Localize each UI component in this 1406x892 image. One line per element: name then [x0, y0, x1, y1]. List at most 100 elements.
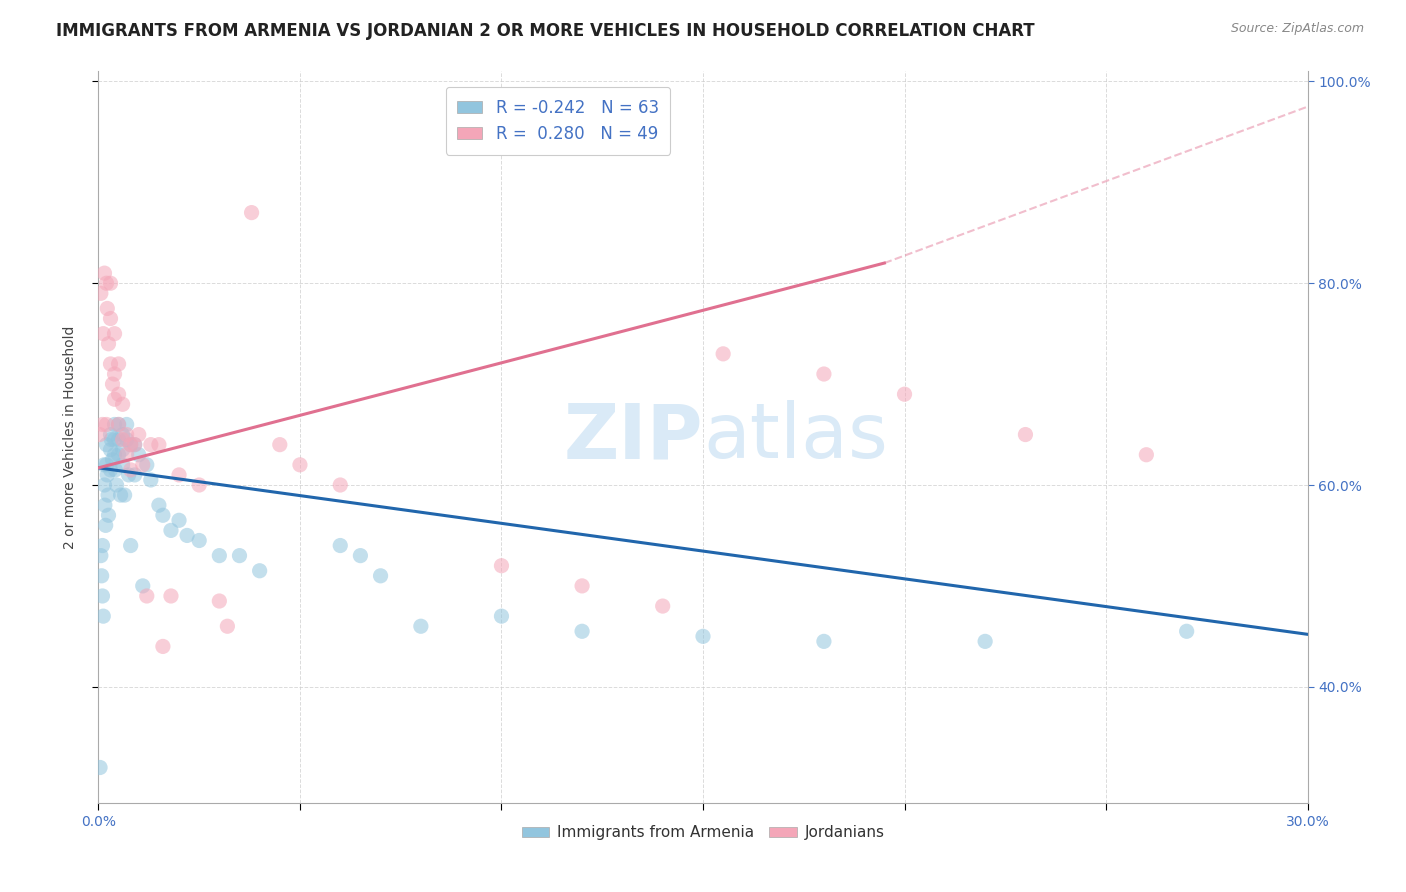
Point — [571, 579, 593, 593]
Point — [120, 437, 142, 451]
Point — [188, 533, 211, 548]
Point — [100, 463, 122, 477]
Y-axis label: 2 or more Vehicles in Household: 2 or more Vehicles in Household — [63, 326, 77, 549]
Point — [91, 539, 114, 553]
Point — [97, 336, 120, 351]
Point — [148, 437, 170, 451]
Point — [128, 448, 150, 462]
Point — [491, 609, 513, 624]
Point — [160, 524, 183, 538]
Point — [105, 478, 128, 492]
Point — [96, 301, 118, 316]
Point — [91, 326, 114, 341]
Point — [813, 367, 835, 381]
Point — [100, 277, 122, 291]
Point — [96, 437, 118, 451]
Point — [152, 508, 174, 523]
Point — [132, 458, 155, 472]
Point — [115, 448, 138, 462]
Point — [228, 549, 250, 563]
Point — [91, 589, 114, 603]
Point — [90, 549, 112, 563]
Point — [120, 539, 142, 553]
Point — [813, 634, 835, 648]
Point — [124, 437, 146, 451]
Point — [288, 458, 311, 472]
Point — [89, 760, 111, 774]
Point — [571, 624, 593, 639]
Point — [107, 387, 129, 401]
Point — [100, 433, 122, 447]
Point — [111, 427, 134, 442]
Point — [107, 417, 129, 432]
Point — [370, 569, 392, 583]
Point — [111, 433, 134, 447]
Point — [329, 478, 352, 492]
Point — [692, 629, 714, 643]
Point — [148, 498, 170, 512]
Text: ZIP: ZIP — [564, 401, 703, 474]
Point — [1175, 624, 1198, 639]
Point — [103, 433, 125, 447]
Point — [139, 473, 162, 487]
Point — [111, 458, 134, 472]
Point — [96, 467, 118, 482]
Point — [93, 458, 115, 472]
Point — [135, 458, 157, 472]
Point — [103, 392, 125, 407]
Point — [90, 569, 112, 583]
Point — [94, 518, 117, 533]
Point — [103, 448, 125, 462]
Point — [100, 357, 122, 371]
Point — [132, 579, 155, 593]
Point — [97, 488, 120, 502]
Point — [167, 467, 190, 482]
Point — [93, 478, 115, 492]
Point — [94, 498, 117, 512]
Point — [118, 467, 141, 482]
Point — [249, 564, 271, 578]
Point — [97, 508, 120, 523]
Text: Source: ZipAtlas.com: Source: ZipAtlas.com — [1230, 22, 1364, 36]
Point — [139, 437, 162, 451]
Point — [91, 417, 114, 432]
Point — [974, 634, 997, 648]
Point — [104, 463, 127, 477]
Point — [893, 387, 915, 401]
Text: IMMIGRANTS FROM ARMENIA VS JORDANIAN 2 OR MORE VEHICLES IN HOUSEHOLD CORRELATION: IMMIGRANTS FROM ARMENIA VS JORDANIAN 2 O… — [56, 22, 1035, 40]
Point — [240, 205, 263, 219]
Point — [96, 277, 118, 291]
Point — [188, 478, 211, 492]
Point — [208, 549, 231, 563]
Point — [128, 427, 150, 442]
Point — [100, 427, 122, 442]
Point — [167, 513, 190, 527]
Point — [115, 433, 138, 447]
Point — [103, 417, 125, 432]
Point — [217, 619, 239, 633]
Point — [120, 437, 142, 451]
Point — [101, 377, 124, 392]
Point — [349, 549, 371, 563]
Legend: Immigrants from Armenia, Jordanians: Immigrants from Armenia, Jordanians — [516, 819, 890, 847]
Point — [120, 463, 142, 477]
Point — [115, 427, 138, 442]
Point — [91, 609, 114, 624]
Point — [1014, 427, 1036, 442]
Point — [100, 442, 122, 457]
Point — [103, 367, 125, 381]
Point — [107, 417, 129, 432]
Point — [111, 397, 134, 411]
Point — [124, 467, 146, 482]
Point — [110, 488, 132, 502]
Point — [93, 266, 115, 280]
Point — [160, 589, 183, 603]
Point — [107, 448, 129, 462]
Point — [100, 311, 122, 326]
Point — [111, 442, 134, 457]
Text: atlas: atlas — [703, 401, 887, 474]
Point — [96, 417, 118, 432]
Point — [90, 286, 112, 301]
Point — [96, 458, 118, 472]
Point — [208, 594, 231, 608]
